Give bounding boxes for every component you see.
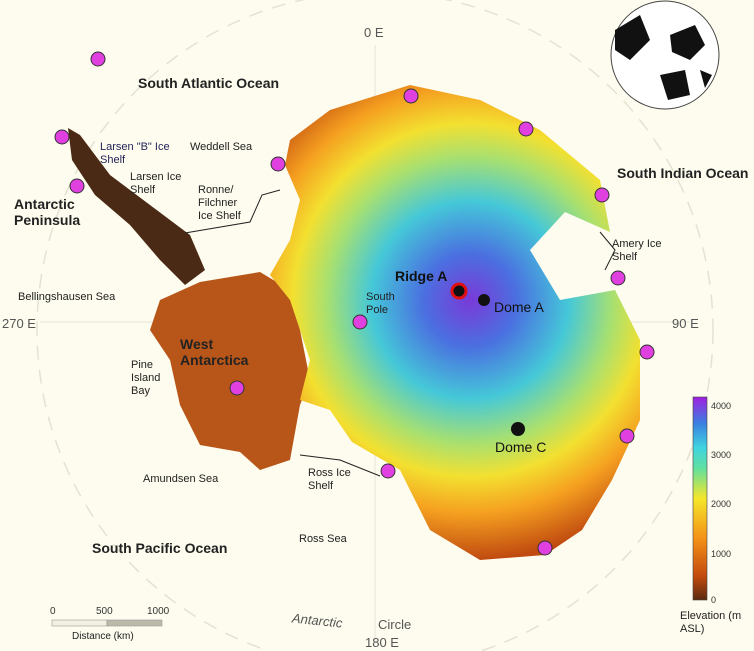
globe-inset (610, 0, 720, 110)
legend-title: Elevation (m ASL) (680, 610, 742, 635)
region-label: Antarctic Peninsula (14, 196, 81, 228)
scale-tick: 500 (96, 606, 113, 617)
site-marker (90, 51, 106, 67)
legend-tick: 3000 (711, 450, 732, 460)
scale-bar-segment (106, 619, 163, 627)
site-marker (352, 314, 368, 330)
ridge-a-label: Ridge A (395, 268, 448, 284)
scale-label: Distance (km) (72, 631, 134, 642)
scale-bar-segment (51, 619, 108, 627)
dome-c-label: Dome C (495, 439, 547, 455)
legend-tick: 0 (711, 595, 717, 605)
east-antarctica-landmass (270, 85, 640, 560)
site-marker (380, 463, 396, 479)
site-marker (518, 121, 534, 137)
place-label: Pine Island Bay (131, 359, 161, 397)
legend-tick: 1000 (711, 549, 732, 559)
west-antarctica-landmass (150, 272, 310, 470)
region-label: West Antarctica (180, 336, 249, 368)
site-marker (69, 178, 85, 194)
scale-tick: 0 (50, 606, 56, 617)
dome-a-label: Dome A (494, 299, 544, 315)
place-label: Larsen "B" Ice Shelf (100, 141, 170, 166)
place-label: Ross Ice Shelf (308, 467, 351, 492)
site-marker (594, 187, 610, 203)
site-marker (403, 88, 419, 104)
site-marker (610, 270, 626, 286)
ronne-ice-shelf-line (184, 189, 281, 234)
ocean-label: South Indian Ocean (617, 165, 749, 181)
place-label: Amery Ice Shelf (612, 238, 662, 263)
antarctic-circle (36, 0, 714, 651)
legend-tick: 2000 (711, 499, 732, 509)
place-label: Larsen Ice Shelf (130, 171, 182, 196)
meridian-label: 270 E (2, 316, 36, 331)
ocean-label: South Atlantic Ocean (138, 75, 280, 91)
meridian-label: 180 E (365, 635, 399, 650)
legend-tick: 4000 (711, 401, 732, 411)
meridian-label: 90 E (672, 316, 699, 331)
site-marker (229, 380, 245, 396)
site-marker (619, 428, 635, 444)
meridian-label: 0 E (364, 25, 384, 40)
elevation-colorbar (692, 396, 708, 601)
site-marker (639, 344, 655, 360)
circle-label: Circle (378, 617, 412, 632)
ocean-label: South Pacific Ocean (92, 540, 228, 556)
place-label: Ross Sea (299, 533, 347, 545)
ridge-a-marker (450, 282, 468, 300)
ross-ice-shelf-line (299, 454, 381, 477)
antarctic-peninsula (68, 128, 205, 285)
place-label: Amundsen Sea (143, 473, 219, 485)
place-label: Bellingshausen Sea (18, 291, 116, 303)
amery-ice-shelf-line (599, 231, 616, 271)
dome-a-marker (478, 294, 490, 306)
place-label: South Pole (366, 291, 395, 316)
site-marker (270, 156, 286, 172)
site-marker (54, 129, 70, 145)
place-label: Ronne/ Filchner Ice Shelf (198, 184, 241, 222)
site-marker (537, 540, 553, 556)
scale-tick: 1000 (147, 606, 170, 617)
dome-c-marker (511, 422, 525, 436)
place-label: Weddell Sea (190, 141, 253, 153)
site-markers (54, 51, 655, 556)
